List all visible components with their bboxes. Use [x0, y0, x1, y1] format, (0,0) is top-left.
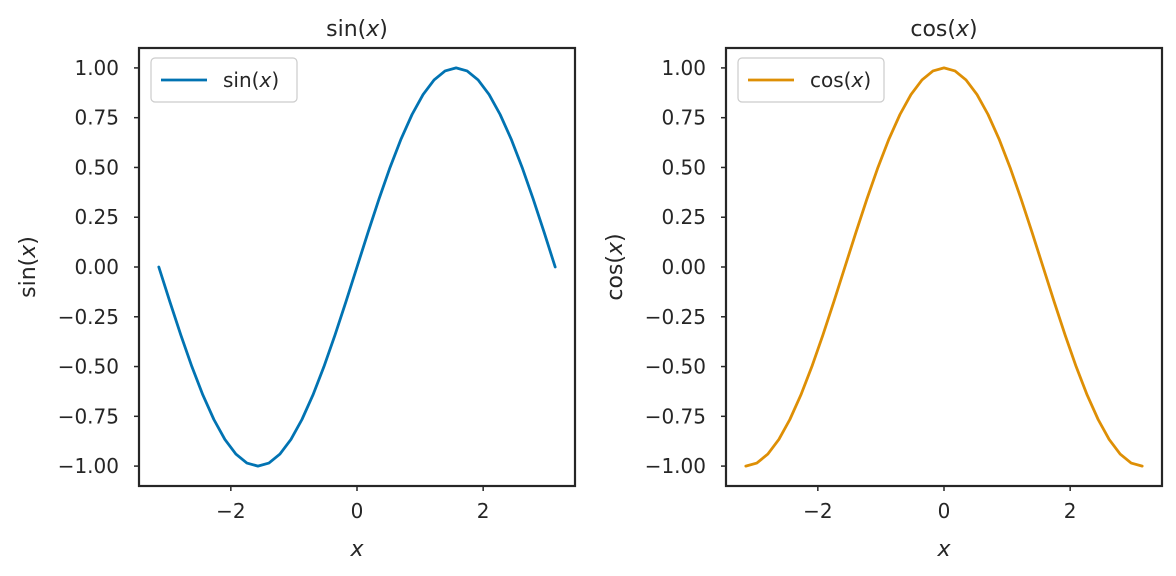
- x-tick-label: 2: [477, 499, 490, 523]
- legend-box: [150, 57, 298, 103]
- y-tick-label: 0.75: [74, 106, 119, 130]
- y-tick-label: 0.00: [74, 255, 119, 279]
- y-tick-label: 0.25: [661, 205, 706, 229]
- x-tick-label: 0: [938, 499, 951, 523]
- y-tick-label: 0.00: [661, 255, 706, 279]
- y-tick-label: −0.50: [58, 355, 119, 379]
- chart-title: cos(x): [910, 17, 977, 42]
- y-tick-label: 0.75: [661, 106, 706, 130]
- y-tick-label: 1.00: [74, 56, 119, 80]
- y-tick-label: −1.00: [645, 454, 706, 478]
- series-line-cosx: [744, 66, 1144, 468]
- y-tick-label: −0.25: [58, 305, 119, 329]
- y-tick-label: 0.25: [74, 205, 119, 229]
- y-tick-label: −1.00: [58, 454, 119, 478]
- y-tick-label: 0.50: [74, 155, 119, 179]
- legend-box: [737, 57, 885, 103]
- x-tick-label: 0: [351, 499, 364, 523]
- legend-label: cos(x): [810, 68, 871, 92]
- cos-chart: cos(x) −2 0 2 1.00 0.75 0.50 0.25 0.00 −0.25 −0.50…: [603, 17, 1164, 562]
- sin-chart: sin(x) −2 0 2 1.00 0.75 0.50 0.25 0.00 −0.25 −0.50…: [16, 17, 577, 562]
- x-tick-label: 2: [1064, 499, 1077, 523]
- y-axis-label: cos(x): [603, 233, 628, 300]
- y-tick-label: −0.50: [645, 355, 706, 379]
- y-tick-label: 1.00: [661, 56, 706, 80]
- legend-label: sin(x): [223, 68, 279, 92]
- y-tick-label: 0.50: [661, 155, 706, 179]
- x-axis-label: x: [349, 537, 364, 562]
- y-tick-label: −0.75: [58, 404, 119, 428]
- y-axis-label: sin(x): [16, 236, 41, 298]
- plot-frame: [724, 46, 1164, 488]
- legend: sin(x): [150, 57, 298, 103]
- series-line-sinx: [157, 66, 557, 468]
- y-tick-label: −0.25: [645, 305, 706, 329]
- x-axis-label: x: [936, 537, 951, 562]
- legend: cos(x): [737, 57, 885, 103]
- chart-title: sin(x): [326, 17, 388, 42]
- x-tick-label: −2: [803, 499, 832, 523]
- x-tick-label: −2: [216, 499, 245, 523]
- y-tick-label: −0.75: [645, 404, 706, 428]
